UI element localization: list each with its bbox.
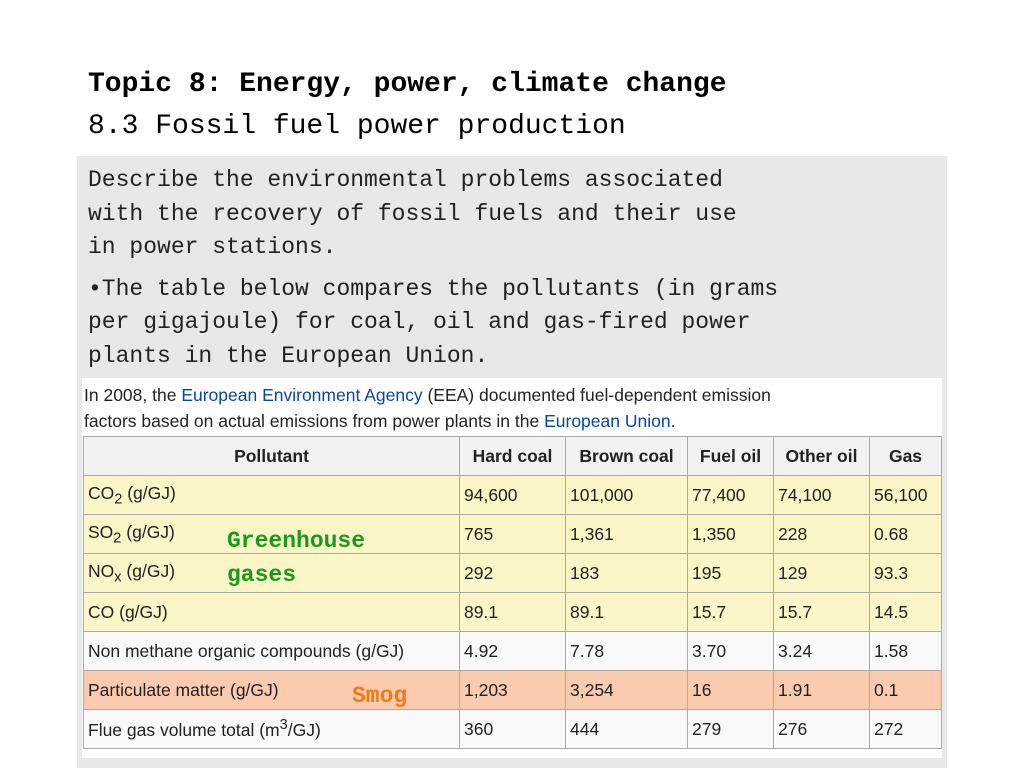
value-cell: 1,361: [565, 514, 688, 554]
table-row: CO2 (g/GJ) 94,600 101,000 77,400 74,100 56,10…: [83, 475, 942, 515]
value-cell: 228: [773, 514, 870, 554]
intro-text-a: In 2008, the: [84, 385, 182, 405]
value-cell: 0.1: [869, 670, 942, 710]
title-block: Topic 8: Energy, power, climate change 8…: [88, 64, 988, 148]
value-cell: 3,254: [565, 670, 688, 710]
value-cell: 56,100: [869, 475, 942, 515]
page-subtitle: 8.3 Fossil fuel power production: [88, 111, 626, 142]
value-cell: 15.7: [687, 592, 774, 632]
header-fuel-oil: Fuel oil: [687, 436, 774, 476]
value-cell: 1.91: [773, 670, 870, 710]
table-row: Non methane organic compounds (g/GJ) 4.92…: [83, 631, 942, 671]
value-cell: 4.92: [459, 631, 566, 671]
pollutant-cell: CO (g/GJ): [83, 592, 460, 632]
value-cell: 129: [773, 553, 870, 593]
value-cell: 1,350: [687, 514, 774, 554]
content-text: Describe the environmental problems asso…: [88, 164, 946, 373]
value-cell: 444: [565, 709, 688, 749]
table-body: CO2 (g/GJ) 94,600 101,000 77,400 74,100 56,10…: [83, 475, 942, 749]
eu-link[interactable]: European Union: [544, 411, 671, 431]
value-cell: 279: [687, 709, 774, 749]
smog-annotation: Smog: [352, 683, 408, 709]
header-hard-coal: Hard coal: [459, 436, 566, 476]
value-cell: 74,100: [773, 475, 870, 515]
objective-paragraph: Describe the environmental problems asso…: [88, 167, 737, 260]
value-cell: 292: [459, 553, 566, 593]
intro-text-c: .: [670, 411, 676, 431]
value-cell: 89.1: [459, 592, 566, 632]
pollutant-cell: CO2 (g/GJ): [83, 475, 460, 515]
table-row: Flue gas volume total (m3/GJ) 360 444 279 27…: [83, 709, 942, 749]
emissions-table: Pollutant Hard coal Brown coal Fuel oil …: [83, 436, 942, 749]
page-title: Topic 8: Energy, power, climate change: [88, 69, 727, 100]
value-cell: 14.5: [869, 592, 942, 632]
table-row: CO (g/GJ) 89.1 89.1 15.7 15.7 14.5: [83, 592, 942, 632]
pollutant-cell: SO2 (g/GJ): [83, 514, 460, 554]
pollutant-cell: Non methane organic compounds (g/GJ): [83, 631, 460, 671]
wiki-intro-text: In 2008, the European Environment Agency…: [84, 382, 940, 434]
pollutant-cell: Flue gas volume total (m3/GJ): [83, 709, 460, 749]
value-cell: 101,000: [565, 475, 688, 515]
value-cell: 1,203: [459, 670, 566, 710]
intro-text-b: (EEA) documented fuel-dependent emission…: [84, 385, 771, 431]
value-cell: 3.24: [773, 631, 870, 671]
value-cell: 183: [565, 553, 688, 593]
value-cell: 195: [687, 553, 774, 593]
value-cell: 276: [773, 709, 870, 749]
greenhouse-label-line2: gases: [227, 562, 297, 588]
bullet-paragraph: •The table below compares the pollutants…: [88, 275, 779, 369]
value-cell: 89.1: [565, 592, 688, 632]
header-gas: Gas: [869, 436, 942, 476]
pollutant-cell: NOx (g/GJ): [83, 553, 460, 593]
value-cell: 94,600: [459, 475, 566, 515]
value-cell: 93.3: [869, 553, 942, 593]
greenhouse-label-line1: Greenhouse: [227, 528, 366, 554]
greenhouse-gases-annotation: Greenhouse gases: [227, 524, 365, 592]
table-row: SO2 (g/GJ) 765 1,361 1,350 228 0.68: [83, 514, 942, 554]
value-cell: 7.78: [565, 631, 688, 671]
wikipedia-excerpt: In 2008, the European Environment Agency…: [82, 378, 942, 758]
header-pollutant: Pollutant: [83, 436, 460, 476]
table-row: NOx (g/GJ) 292 183 195 129 93.3: [83, 553, 942, 593]
value-cell: 77,400: [687, 475, 774, 515]
eea-link[interactable]: European Environment Agency: [181, 385, 423, 405]
value-cell: 765: [459, 514, 566, 554]
header-brown-coal: Brown coal: [565, 436, 688, 476]
value-cell: 360: [459, 709, 566, 749]
value-cell: 0.68: [869, 514, 942, 554]
value-cell: 1.58: [869, 631, 942, 671]
header-other-oil: Other oil: [773, 436, 870, 476]
value-cell: 16: [687, 670, 774, 710]
pollutant-cell: Particulate matter (g/GJ): [83, 670, 460, 710]
value-cell: 272: [869, 709, 942, 749]
value-cell: 15.7: [773, 592, 870, 632]
table-header-row: Pollutant Hard coal Brown coal Fuel oil …: [83, 436, 942, 476]
value-cell: 3.70: [687, 631, 774, 671]
table-row: Particulate matter (g/GJ) 1,203 3,254 16 1.9…: [83, 670, 942, 710]
